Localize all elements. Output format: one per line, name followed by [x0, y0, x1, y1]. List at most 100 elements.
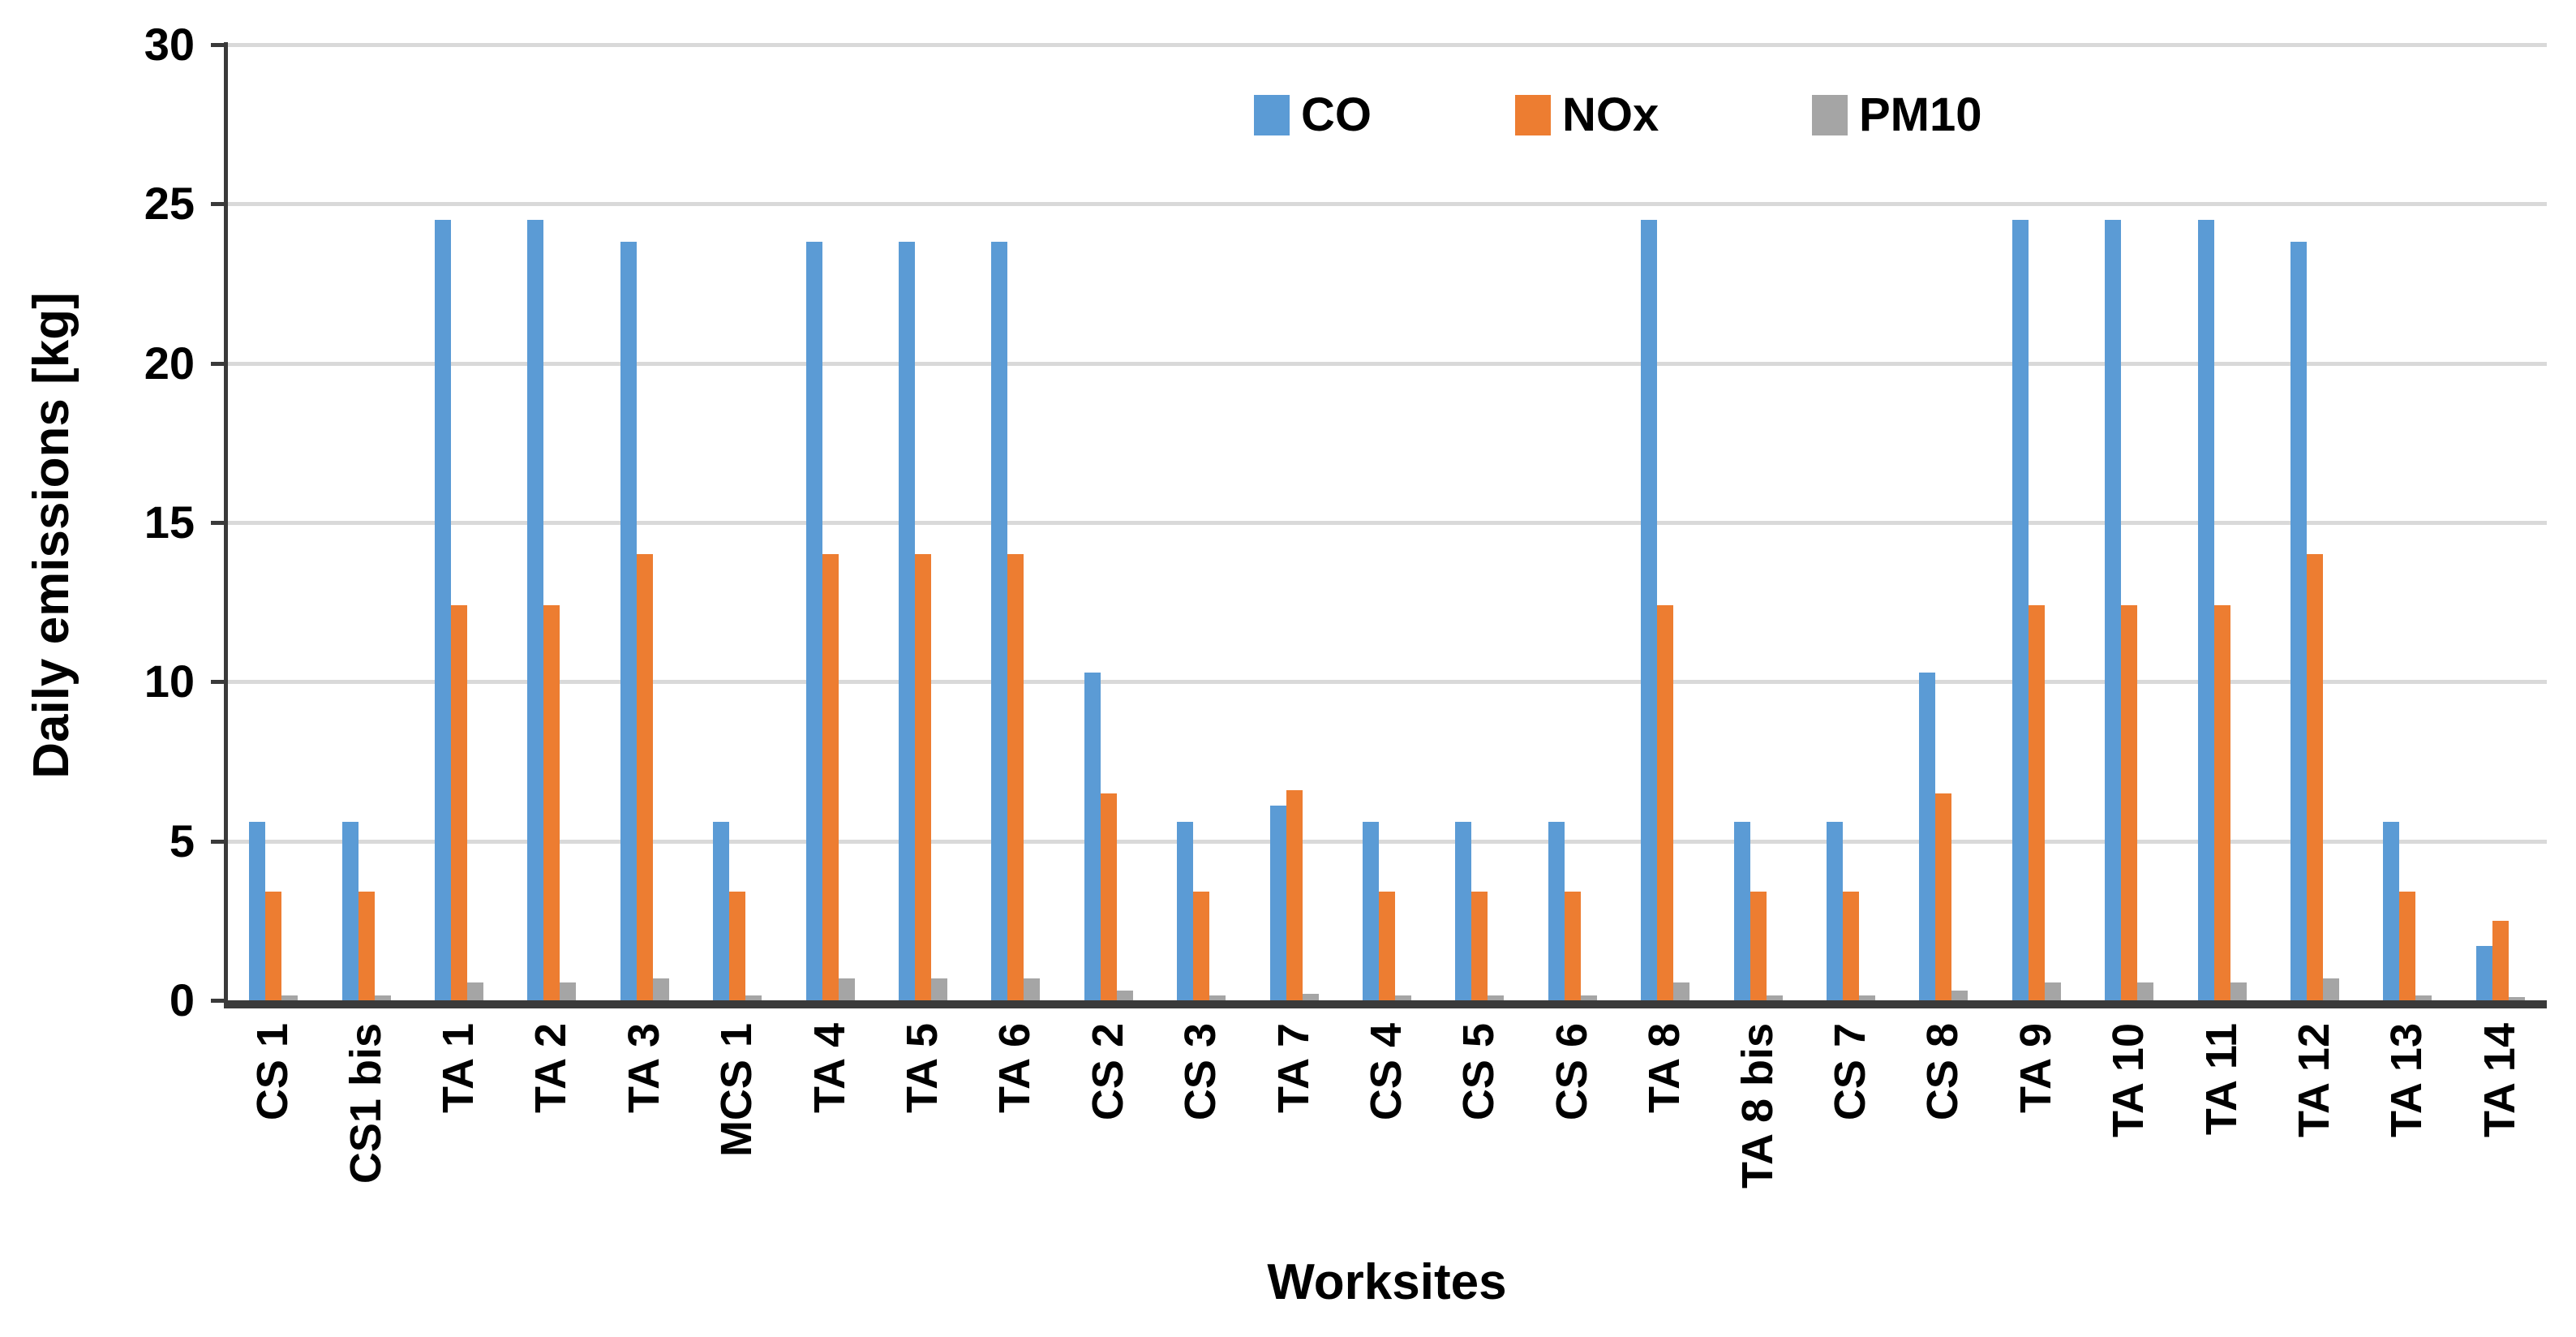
legend-item-pm10: PM10	[1812, 91, 1982, 140]
bar-pm10-4	[652, 978, 669, 1000]
bar-co-22	[2290, 242, 2307, 1000]
y-tick-label-20: 20	[144, 337, 195, 389]
bar-nox-8	[1007, 554, 1024, 1000]
bar-pm10-8	[1024, 978, 1041, 1000]
bar-pm10-6	[838, 978, 855, 1000]
bar-co-21	[2197, 219, 2214, 1000]
bar-co-11	[1269, 806, 1286, 1000]
x-tick-label-6: TA 4	[805, 1023, 854, 1114]
bar-co-20	[2105, 219, 2122, 1000]
bar-pm10-16	[1766, 995, 1783, 1000]
x-tick-label-14: CS 6	[1547, 1023, 1596, 1121]
bar-nox-4	[636, 554, 653, 1000]
legend-label-co: CO	[1301, 88, 1372, 141]
bar-pm10-18	[1951, 991, 1968, 1000]
x-tick-label-22: TA 12	[2290, 1023, 2338, 1138]
y-axis-line	[224, 42, 228, 1004]
bar-co-12	[1363, 822, 1379, 1000]
x-tick-label-20: TA 10	[2104, 1023, 2153, 1138]
bar-nox-0	[265, 892, 282, 1000]
bar-nox-2	[451, 605, 467, 1000]
bar-pm10-19	[2044, 982, 2061, 1000]
x-tick-label-19: TA 9	[2011, 1023, 2060, 1114]
bar-co-18	[1919, 672, 1936, 1000]
gridline-30	[227, 43, 2547, 47]
x-tick-label-24: TA 14	[2475, 1023, 2524, 1138]
y-tick-label-10: 10	[144, 656, 195, 707]
bar-nox-15	[1657, 605, 1674, 1000]
legend-swatch-co	[1254, 95, 1290, 135]
bar-nox-24	[2492, 920, 2509, 1000]
bar-pm10-2	[467, 982, 483, 1000]
legend-swatch-pm10	[1812, 95, 1848, 135]
bar-pm10-12	[1395, 995, 1411, 1000]
x-tick-label-23: TA 13	[2382, 1023, 2432, 1138]
x-tick-label-9: CS 2	[1083, 1023, 1132, 1121]
bar-co-19	[2011, 219, 2029, 1000]
bar-co-8	[991, 242, 1008, 1000]
bar-pm10-1	[374, 995, 391, 1000]
bar-co-1	[341, 822, 358, 1000]
bar-nox-5	[729, 892, 746, 1000]
bar-co-23	[2383, 822, 2400, 1000]
bar-pm10-20	[2137, 982, 2154, 1000]
bar-nox-18	[1935, 793, 1952, 1000]
x-tick-label-2: TA 1	[434, 1023, 483, 1114]
y-tick-label-25: 25	[144, 178, 195, 230]
bar-co-0	[249, 822, 266, 1000]
bar-nox-21	[2213, 605, 2230, 1000]
bar-co-17	[1827, 822, 1843, 1000]
x-tick-label-3: TA 2	[526, 1023, 576, 1114]
legend-swatch-nox	[1515, 95, 1551, 135]
gridline-25	[227, 202, 2547, 207]
y-tick-25	[211, 202, 225, 207]
y-tick-15	[211, 521, 225, 525]
x-tick-label-18: CS 8	[1918, 1023, 1968, 1121]
bar-pm10-9	[1116, 991, 1133, 1000]
x-axis-title: Worksites	[1267, 1254, 1507, 1310]
bar-nox-6	[822, 554, 839, 1000]
x-tick-label-21: TA 11	[2196, 1023, 2246, 1136]
bar-co-2	[435, 219, 451, 1000]
x-tick-label-7: TA 5	[898, 1023, 947, 1114]
y-tick-0	[211, 999, 225, 1003]
legend-label-nox: NOx	[1562, 88, 1659, 141]
bar-co-6	[805, 242, 822, 1000]
bar-co-4	[620, 242, 637, 1000]
bar-pm10-10	[1209, 995, 1226, 1000]
bar-pm10-11	[1302, 994, 1319, 1000]
y-tick-label-30: 30	[144, 19, 195, 70]
bar-nox-3	[543, 605, 560, 1000]
bar-pm10-23	[2415, 995, 2432, 1000]
bar-co-9	[1084, 672, 1101, 1000]
bar-nox-20	[2121, 605, 2138, 1000]
bar-pm10-14	[1580, 995, 1597, 1000]
bar-nox-1	[358, 892, 375, 1000]
x-axis-line	[224, 1000, 2547, 1008]
y-tick-label-5: 5	[169, 815, 195, 866]
bar-pm10-5	[745, 995, 762, 1000]
y-tick-label-0: 0	[169, 974, 195, 1025]
bar-nox-22	[2307, 554, 2323, 1000]
x-tick-label-15: TA 8	[1640, 1023, 1689, 1114]
bar-nox-12	[1379, 892, 1395, 1000]
bar-nox-23	[2399, 892, 2416, 1000]
x-tick-label-10: CS 3	[1176, 1023, 1226, 1121]
y-tick-20	[211, 361, 225, 366]
x-tick-label-11: TA 7	[1269, 1023, 1318, 1114]
bar-nox-11	[1286, 789, 1303, 1000]
bar-pm10-22	[2323, 978, 2339, 1000]
gridline-20	[227, 361, 2547, 366]
x-tick-label-5: MCS 1	[712, 1023, 762, 1158]
y-tick-30	[211, 43, 225, 47]
bar-pm10-21	[2230, 982, 2247, 1000]
bar-pm10-17	[1859, 995, 1875, 1000]
bar-nox-17	[1843, 892, 1859, 1000]
bar-nox-10	[1193, 892, 1210, 1000]
bar-nox-16	[1750, 892, 1767, 1000]
gridline-15	[227, 521, 2547, 525]
legend-label-pm10: PM10	[1859, 88, 1982, 141]
legend-item-nox: NOx	[1515, 91, 1659, 140]
x-tick-label-12: CS 4	[1362, 1023, 1410, 1121]
